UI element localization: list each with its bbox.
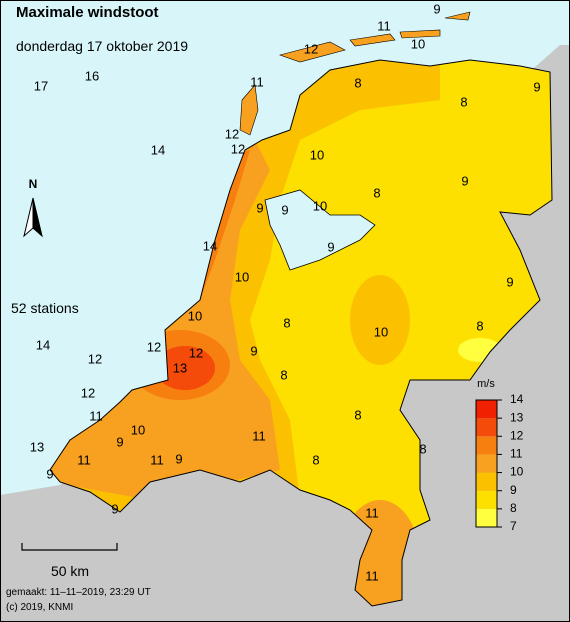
station-value: 11 [377,18,391,33]
station-value: 11 [252,428,266,443]
station-value: 17 [34,78,48,93]
station-value: 12 [225,126,239,141]
legend-swatch [476,400,497,419]
legend: m/s 7 8 9 10 11 12 13 14 [475,378,524,533]
station-value: 10 [411,36,425,51]
station-value: 11 [77,452,91,467]
station-value: 9 [281,202,288,217]
station-value: 12 [189,345,203,360]
station-value: 12 [304,41,318,56]
north-label: N [29,177,38,191]
station-value: 8 [476,318,483,333]
station-value: 10 [374,324,388,339]
legend-swatch [476,472,497,491]
station-value: 8 [354,75,361,90]
legend-swatch [476,436,497,455]
station-value: 10 [310,147,324,162]
station-value: 12 [231,141,245,156]
station-value: 8 [419,441,426,456]
legend-tick-label: 11 [510,447,523,461]
legend-swatch [476,454,497,473]
station-count: 52 stations [11,300,79,316]
zone-10 [350,275,410,365]
legend-tick-label: 14 [510,392,524,406]
station-value: 13 [173,360,187,375]
title: Maximale windstoot [16,4,159,21]
legend-unit: m/s [477,378,495,390]
legend-tick-label: 10 [510,465,524,479]
legend-tick-label: 7 [510,519,517,533]
scale-bar: 50 km [21,543,118,579]
station-value: 9 [506,274,513,289]
station-value: 14 [203,238,217,253]
station-value: 11 [365,568,379,583]
station-value: 8 [283,315,290,330]
station-value: 9 [250,343,257,358]
legend-tick-label: 9 [510,483,517,497]
wadden-islands [239,11,471,136]
legend-border [475,399,498,528]
station-value: 9 [256,200,263,215]
station-value: 8 [373,185,380,200]
station-value: 11 [89,408,103,423]
legend-swatch [476,508,497,527]
station-value: 9 [175,451,182,466]
station-value: 9 [116,434,123,449]
legend-tick-label: 8 [510,501,517,515]
station-value: 11 [250,74,264,89]
station-value: 8 [460,94,467,109]
border [49,59,553,607]
station-value: 11 [150,452,164,467]
footer-line: (c) 2019, KNMI [6,602,73,613]
station-value: 10 [188,308,202,323]
station-value: 8 [312,452,319,467]
subtitle: donderdag 17 oktober 2019 [16,38,188,54]
station-value: 9 [533,79,540,94]
station-value: 10 [131,422,145,437]
station-value: 9 [433,1,440,16]
scale-label: 50 km [51,563,89,579]
station-value: 12 [88,351,102,366]
north-arrow: N [23,177,43,238]
station-value: 10 [313,198,327,213]
station-value: 9 [461,173,468,188]
zone-13 [155,346,215,390]
station-value: 10 [235,269,249,284]
legend-swatch [476,490,497,509]
station-value: 8 [354,407,361,422]
station-value: 12 [147,339,161,354]
station-value: 14 [36,337,50,352]
station-value: 9 [327,239,334,254]
legend-tick-label: 12 [510,428,524,442]
station-value: 9 [111,501,118,516]
station-value: 16 [85,68,99,83]
station-value: 12 [81,385,95,400]
station-value: 13 [30,439,44,454]
station-value: 9 [46,466,53,481]
ijsselmeer [264,189,376,271]
station-value: 11 [365,505,379,520]
footer-line: gemaakt: 11–11–2019, 23:29 UT [6,587,151,598]
station-value: 14 [151,142,165,157]
legend-tick-label: 13 [510,410,524,424]
station-value: 8 [280,367,287,382]
legend-swatch [476,418,497,437]
